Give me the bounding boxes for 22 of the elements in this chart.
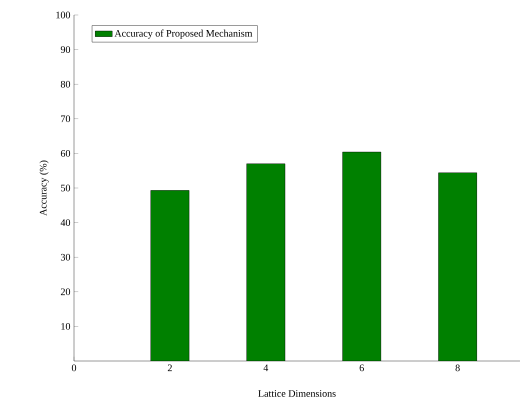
x-tick-label: 8 [456, 364, 460, 372]
y-axis-title: Accuracy (%) [40, 160, 49, 216]
bar [246, 164, 286, 361]
x-tick-label: 2 [168, 364, 172, 372]
x-tick-label: 0 [72, 364, 76, 372]
legend-label: Accuracy of Proposed Mechanism [114, 30, 252, 39]
y-tick-label: 60 [60, 150, 70, 157]
y-tick-label: 40 [60, 219, 70, 226]
y-tick-label: 80 [60, 80, 70, 88]
bar [342, 152, 381, 361]
x-tick-label: 4 [264, 364, 268, 372]
y-tick-label: 30 [60, 254, 70, 261]
y-tick-label: 20 [60, 288, 70, 296]
y-tick-label: 10 [61, 323, 70, 330]
x-tick-label: 6 [360, 364, 364, 372]
y-tick-label: 100 [56, 12, 70, 18]
y-tick-label: 70 [61, 115, 70, 122]
y-tick-label: 90 [60, 46, 70, 53]
x-axis-title: Lattice Dimensions [258, 390, 336, 397]
bar [150, 190, 190, 361]
bar [438, 172, 478, 361]
y-tick-label: 50 [61, 184, 70, 192]
